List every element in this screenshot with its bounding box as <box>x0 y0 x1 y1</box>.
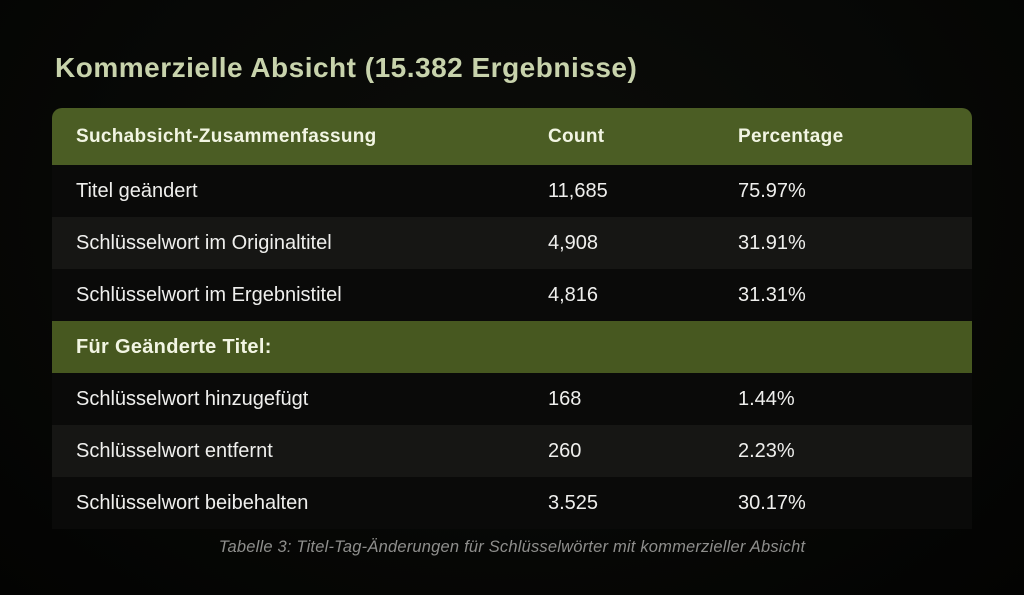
row-percentage: 75.97% <box>738 179 806 202</box>
row-label: Schlüsselwort im Ergebnistitel <box>76 283 342 306</box>
row-count: 168 <box>548 387 582 410</box>
column-header-label: Suchabsicht-Zusammenfassung <box>76 125 377 147</box>
table-caption: Tabelle 3: Titel-Tag-Änderungen für Schl… <box>218 538 806 556</box>
page-title: Kommerzielle Absicht (15.382 Ergebnisse) <box>55 52 638 83</box>
row-count: 3.525 <box>548 491 599 514</box>
row-label: Titel geändert <box>76 179 198 202</box>
table-row: Schlüsselwort im Originaltitel 4,908 31.… <box>52 217 972 269</box>
row-count: 260 <box>548 439 582 462</box>
table-row: Schlüsselwort im Ergebnistitel 4,816 31.… <box>52 269 972 321</box>
table-row: Schlüsselwort hinzugefügt 168 1.44% <box>52 373 972 425</box>
row-percentage: 1.44% <box>738 387 795 410</box>
row-count: 4,816 <box>548 283 599 306</box>
row-percentage: 31.91% <box>738 231 806 254</box>
column-header-percentage: Percentage <box>738 125 844 147</box>
row-percentage: 31.31% <box>738 283 806 306</box>
table-row: Schlüsselwort beibehalten 3.525 30.17% <box>52 477 972 529</box>
row-count: 4,908 <box>548 231 599 254</box>
row-count: 11,685 <box>548 179 608 202</box>
table-row: Schlüsselwort entfernt 260 2.23% <box>52 425 972 477</box>
row-label: Schlüsselwort im Originaltitel <box>76 231 332 254</box>
section-header-label: Für Geänderte Titel: <box>76 335 272 358</box>
column-header-count: Count <box>548 125 605 147</box>
row-label: Schlüsselwort hinzugefügt <box>76 387 309 410</box>
row-label: Schlüsselwort entfernt <box>76 439 273 462</box>
table-header-row: Suchabsicht-Zusammenfassung Count Percen… <box>52 108 972 165</box>
row-percentage: 2.23% <box>738 439 795 462</box>
table-row: Titel geändert 11,685 75.97% <box>52 165 972 217</box>
row-percentage: 30.17% <box>738 491 806 514</box>
intent-summary-table: Suchabsicht-Zusammenfassung Count Percen… <box>52 108 972 529</box>
table-section-header: Für Geänderte Titel: <box>52 321 972 373</box>
row-label: Schlüsselwort beibehalten <box>76 491 309 514</box>
